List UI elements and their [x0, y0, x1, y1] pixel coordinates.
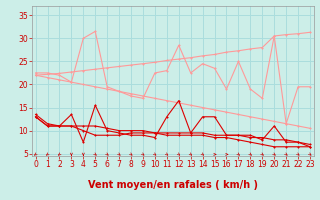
X-axis label: Vent moyen/en rafales ( km/h ): Vent moyen/en rafales ( km/h ): [88, 180, 258, 190]
